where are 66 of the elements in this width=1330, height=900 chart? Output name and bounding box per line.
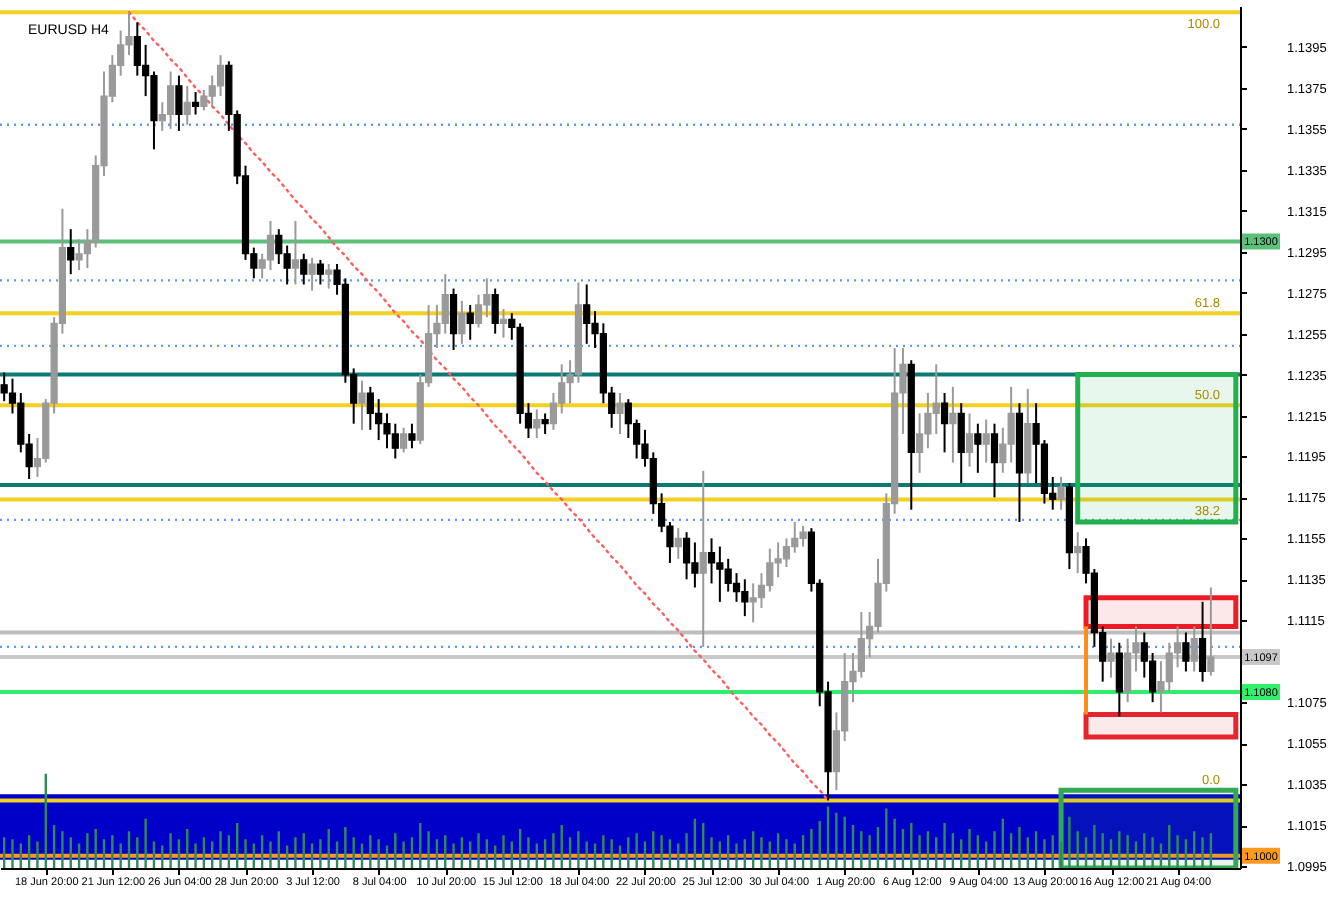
candlestick	[458, 299, 466, 345]
candlestick	[624, 398, 632, 440]
candlestick	[375, 398, 383, 442]
candlestick	[1107, 637, 1115, 679]
candlestick	[1074, 531, 1082, 575]
candlestick	[183, 84, 191, 126]
candlestick	[1165, 641, 1173, 693]
candlestick	[474, 293, 483, 329]
candlestick	[291, 219, 300, 286]
candlestick	[1207, 586, 1215, 677]
candlestick	[216, 54, 225, 98]
candlestick	[308, 256, 316, 292]
candlestick	[1198, 600, 1207, 683]
candlestick	[275, 228, 283, 265]
candlestick	[1182, 631, 1190, 673]
candlestick	[366, 385, 374, 431]
candlestick	[732, 572, 741, 603]
candlestick	[782, 537, 791, 569]
candlestick	[266, 219, 275, 272]
candlestick	[616, 391, 624, 435]
candlestick	[957, 402, 965, 485]
candlestick	[741, 578, 749, 618]
candlestick	[325, 262, 333, 290]
candlestick	[191, 91, 200, 116]
candlestick	[1190, 625, 1198, 673]
candlestick	[499, 308, 508, 339]
candlestick	[799, 525, 807, 548]
candlestick	[1057, 475, 1065, 511]
candlestick	[965, 412, 974, 468]
candlestick	[707, 537, 716, 585]
candlestick	[391, 422, 399, 460]
candlestick	[358, 379, 366, 431]
candlestick	[300, 252, 308, 286]
candlestick	[674, 527, 682, 560]
candlestick	[682, 531, 691, 581]
candlestick	[932, 363, 940, 435]
line-series	[127, 10, 830, 802]
candlestick	[491, 287, 499, 335]
candlestick	[940, 391, 949, 454]
candlestick	[791, 520, 799, 554]
candlestick	[167, 70, 175, 130]
candlestick	[316, 258, 324, 286]
candlestick	[1115, 641, 1123, 718]
candlestick	[716, 545, 724, 603]
candlestick	[724, 557, 732, 593]
candlestick	[466, 303, 474, 341]
candlestick	[857, 611, 865, 679]
candlestick	[133, 21, 141, 77]
candlestick	[533, 408, 541, 440]
candlestick	[916, 412, 924, 474]
candlestick	[583, 283, 591, 345]
candlestick	[449, 287, 458, 351]
candlestick	[483, 277, 491, 319]
candlestick	[982, 418, 990, 464]
candlestick	[441, 273, 449, 335]
candlestick	[408, 422, 416, 450]
candlestick	[949, 385, 957, 464]
candlestick	[67, 228, 75, 276]
candlestick	[175, 74, 183, 132]
candlestick	[1124, 637, 1132, 704]
candlestick	[699, 469, 707, 648]
candlestick	[990, 422, 999, 499]
candlestick	[766, 547, 774, 593]
candlestick	[541, 412, 549, 435]
candlestick	[400, 426, 408, 454]
candlestick	[974, 422, 982, 474]
